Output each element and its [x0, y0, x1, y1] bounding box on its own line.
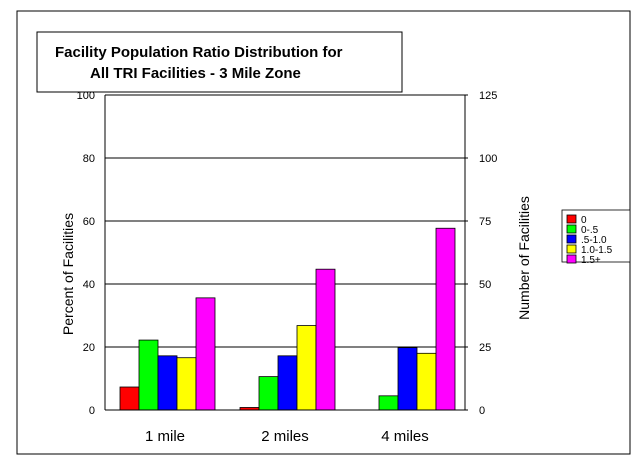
- bar: [195, 297, 216, 411]
- y2-tick-label: 75: [479, 216, 491, 228]
- gridlines: [105, 94, 465, 348]
- legend-swatch: [566, 254, 577, 264]
- y-tick-label: 0: [89, 405, 95, 417]
- x-tick-label: 4 miles: [381, 428, 429, 445]
- legend-label: 1.0-1.5: [581, 245, 613, 256]
- chart-title-line-1: Facility Population Ratio Distribution f…: [55, 44, 343, 61]
- legend: 00-.5.5-1.01.0-1.51.5+: [561, 209, 631, 266]
- y2-tick-label: 0: [479, 405, 485, 417]
- bar: [416, 352, 437, 411]
- legend-swatch: [566, 224, 577, 234]
- bars: [119, 227, 456, 411]
- y2-tick-label: 50: [479, 279, 491, 291]
- y-tick-label: 40: [83, 279, 95, 291]
- x-tick-label: 2 miles: [261, 428, 309, 445]
- bar: [296, 325, 317, 411]
- bar: [176, 357, 197, 411]
- bar: [157, 355, 178, 411]
- legend-label: 0-.5: [581, 225, 599, 236]
- y-tick-label: 60: [83, 216, 95, 228]
- legend-label: 1.5+: [581, 255, 601, 266]
- chart-title-line-2: All TRI Facilities - 3 Mile Zone: [90, 65, 301, 82]
- bar: [277, 355, 298, 411]
- right-tick-labels: 0 25 50 75 100 125: [455, 90, 497, 417]
- bar: [435, 227, 456, 411]
- legend-label: 0: [581, 215, 587, 226]
- legend-swatch: [566, 244, 577, 254]
- x-tick-label: 1 mile: [145, 428, 185, 445]
- axes: [104, 95, 466, 411]
- bar: [138, 339, 159, 411]
- legend-swatch: [566, 234, 577, 244]
- legend-swatch: [566, 214, 577, 224]
- bar: [397, 347, 418, 411]
- bar: [119, 386, 140, 411]
- legend-label: .5-1.0: [581, 235, 607, 246]
- y-tick-label: 20: [83, 342, 95, 354]
- bar: [258, 376, 279, 411]
- y2-tick-label: 100: [479, 153, 497, 165]
- y2-axis-label: Number of Facilities: [516, 196, 532, 320]
- bar: [378, 395, 399, 411]
- category-labels: 1 mile 2 miles 4 miles: [145, 428, 429, 445]
- y-tick-label: 100: [77, 90, 95, 102]
- y-axis-label: Percent of Facilities: [60, 213, 76, 335]
- y-tick-label: 80: [83, 153, 95, 165]
- y2-tick-label: 25: [479, 342, 491, 354]
- y2-tick-label: 125: [479, 90, 497, 102]
- bar: [315, 268, 336, 411]
- left-tick-labels: 0 20 40 60 80 100: [77, 90, 95, 417]
- title-box: Facility Population Ratio Distribution f…: [36, 31, 403, 93]
